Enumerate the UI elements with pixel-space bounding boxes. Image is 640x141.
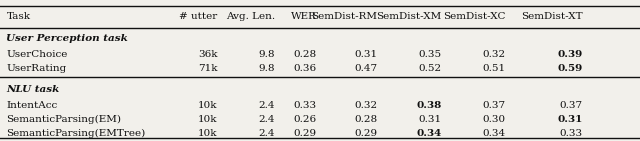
Text: 0.34: 0.34 (417, 129, 442, 138)
Text: 0.33: 0.33 (294, 101, 317, 110)
Text: User Perception task: User Perception task (6, 34, 128, 43)
Text: 0.39: 0.39 (557, 50, 582, 59)
Text: 0.38: 0.38 (417, 101, 442, 110)
Text: SemDist-RM: SemDist-RM (312, 12, 378, 21)
Text: 0.28: 0.28 (294, 50, 317, 59)
Text: 0.33: 0.33 (559, 129, 582, 138)
Text: 71k: 71k (198, 64, 218, 73)
Text: SemanticParsing(EM): SemanticParsing(EM) (6, 115, 122, 124)
Text: 0.36: 0.36 (294, 64, 317, 73)
Text: 0.35: 0.35 (419, 50, 442, 59)
Text: # utter: # utter (179, 12, 218, 21)
Text: 0.59: 0.59 (557, 64, 582, 73)
Text: 0.37: 0.37 (483, 101, 506, 110)
Text: 0.26: 0.26 (294, 115, 317, 124)
Text: SemDist-XT: SemDist-XT (521, 12, 582, 21)
Text: 0.31: 0.31 (355, 50, 378, 59)
Text: SemanticParsing(EMTree): SemanticParsing(EMTree) (6, 129, 146, 138)
Text: 10k: 10k (198, 115, 218, 124)
Text: SemDist-XC: SemDist-XC (443, 12, 506, 21)
Text: SemDist-XM: SemDist-XM (376, 12, 442, 21)
Text: 0.37: 0.37 (559, 101, 582, 110)
Text: 2.4: 2.4 (259, 101, 275, 110)
Text: 9.8: 9.8 (259, 50, 275, 59)
Text: 9.8: 9.8 (259, 64, 275, 73)
Text: 0.34: 0.34 (483, 129, 506, 138)
Text: IntentAcc: IntentAcc (6, 101, 58, 110)
Text: 10k: 10k (198, 129, 218, 138)
Text: Avg. Len.: Avg. Len. (226, 12, 275, 21)
Text: 0.52: 0.52 (419, 64, 442, 73)
Text: 0.32: 0.32 (483, 50, 506, 59)
Text: UserChoice: UserChoice (6, 50, 68, 59)
Text: 2.4: 2.4 (259, 115, 275, 124)
Text: Task: Task (6, 12, 31, 21)
Text: 0.51: 0.51 (483, 64, 506, 73)
Text: 0.30: 0.30 (483, 115, 506, 124)
Text: 0.31: 0.31 (557, 115, 582, 124)
Text: 0.32: 0.32 (355, 101, 378, 110)
Text: 0.47: 0.47 (355, 64, 378, 73)
Text: 36k: 36k (198, 50, 218, 59)
Text: 0.31: 0.31 (419, 115, 442, 124)
Text: 0.29: 0.29 (355, 129, 378, 138)
Text: WER: WER (291, 12, 317, 21)
Text: 0.28: 0.28 (355, 115, 378, 124)
Text: 10k: 10k (198, 101, 218, 110)
Text: 2.4: 2.4 (259, 129, 275, 138)
Text: 0.29: 0.29 (294, 129, 317, 138)
Text: UserRating: UserRating (6, 64, 67, 73)
Text: NLU task: NLU task (6, 85, 60, 94)
